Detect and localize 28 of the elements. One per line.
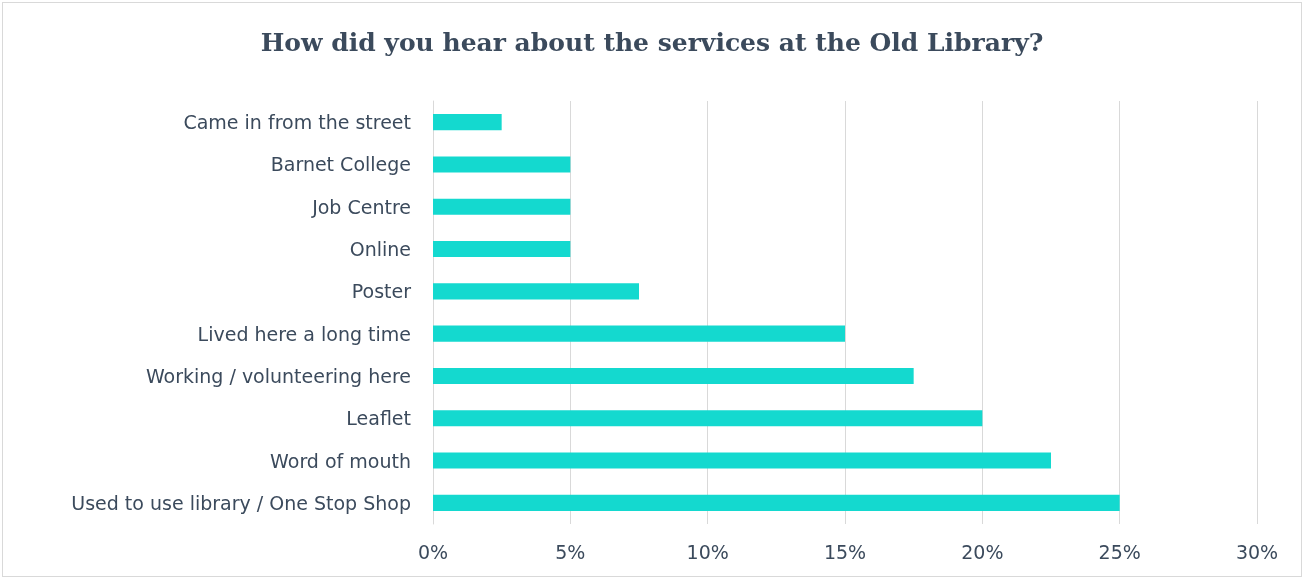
y-tick-label: Job Centre bbox=[311, 195, 411, 218]
bar bbox=[433, 367, 914, 384]
y-tick-label: Lived here a long time bbox=[197, 322, 411, 345]
y-tick-label: Word of mouth bbox=[270, 449, 411, 472]
bar bbox=[433, 410, 983, 427]
y-tick-label: Online bbox=[349, 238, 411, 261]
bar bbox=[433, 114, 502, 131]
bar bbox=[433, 198, 571, 215]
x-tick-label: 30% bbox=[1235, 540, 1279, 563]
y-tick-label: Poster bbox=[351, 280, 412, 303]
chart-title: How did you hear about the services at the Old Library? bbox=[260, 28, 1044, 57]
bar bbox=[433, 156, 571, 173]
x-tick-label: 15% bbox=[823, 540, 867, 563]
x-tick-label: 0% bbox=[417, 540, 449, 563]
x-tick-label: 25% bbox=[1098, 540, 1141, 563]
x-tick-label: 5% bbox=[555, 540, 586, 563]
y-tick-label: Barnet College bbox=[270, 153, 411, 176]
y-tick-label: Leaflet bbox=[346, 407, 411, 430]
bar bbox=[433, 241, 571, 258]
bar bbox=[433, 325, 845, 342]
bar bbox=[433, 283, 639, 300]
bar bbox=[433, 494, 1120, 511]
bar bbox=[433, 452, 1051, 469]
y-tick-label: Used to use library / One Stop Shop bbox=[71, 491, 411, 514]
x-tick-label: 20% bbox=[961, 540, 1004, 563]
y-tick-label: Working / volunteering here bbox=[145, 364, 411, 387]
y-tick-label: Came in from the street bbox=[183, 111, 411, 134]
x-tick-label: 10% bbox=[686, 540, 729, 563]
